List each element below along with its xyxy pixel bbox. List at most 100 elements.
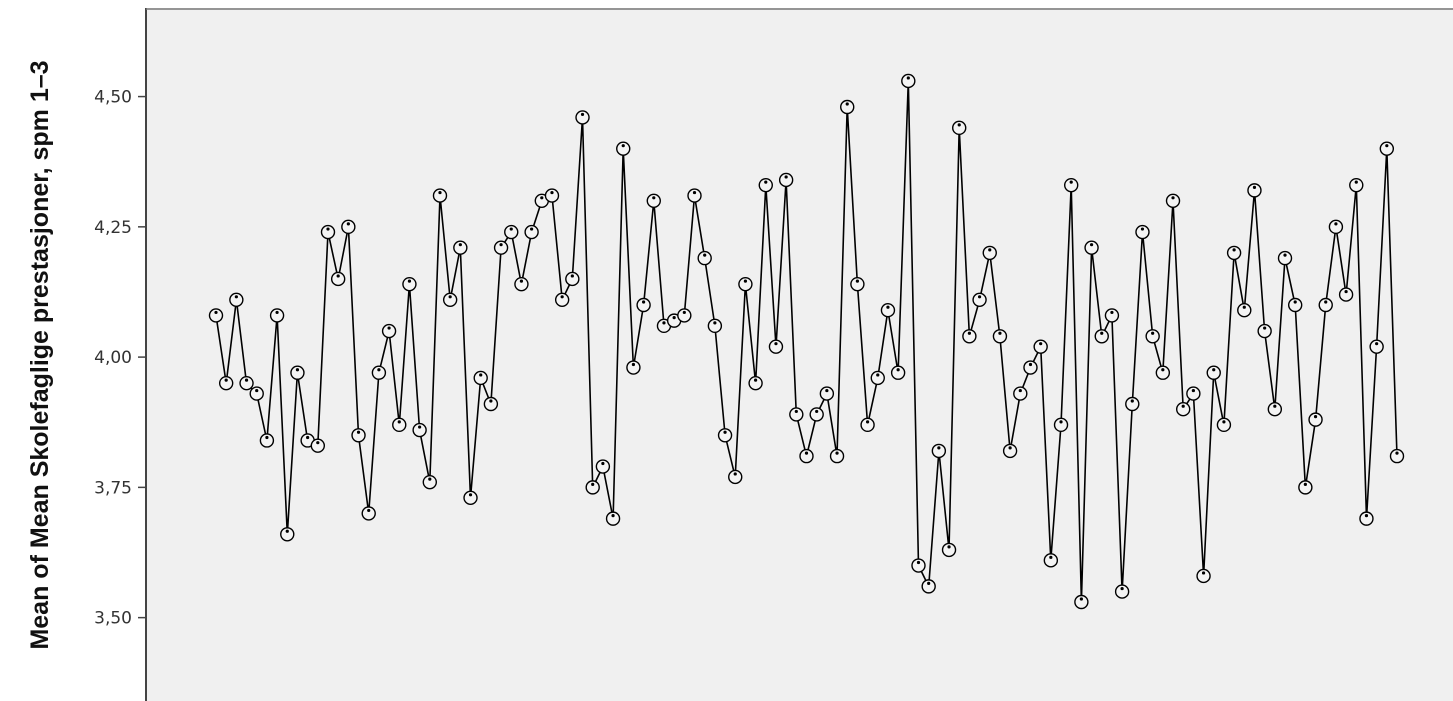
data-point-dot [621, 144, 625, 148]
data-point-dot [1344, 289, 1348, 294]
data-point-marker [677, 308, 692, 323]
data-point-marker [371, 365, 387, 380]
data-point-dot [1293, 300, 1297, 304]
data-point [534, 193, 549, 208]
data-point [554, 292, 570, 307]
data-point [992, 329, 1008, 344]
data-point-dot [316, 441, 320, 445]
data-point-marker [544, 188, 560, 203]
data-point-marker [1277, 250, 1293, 266]
data-point-dot [499, 243, 503, 247]
data-point [778, 172, 794, 188]
data-point-dot [1313, 415, 1318, 419]
data-point-dot [244, 378, 249, 382]
data-point-dot [1201, 571, 1206, 575]
data-point-marker [890, 365, 906, 380]
y-tick-label: 3,50 [94, 609, 132, 629]
data-point-marker [320, 224, 336, 240]
data-point-dot [906, 76, 910, 80]
data-point-marker [840, 99, 855, 115]
data-point-marker [748, 375, 763, 391]
data-point-marker [269, 308, 285, 323]
data-point-marker [707, 318, 723, 334]
data-point [982, 245, 997, 261]
data-point-dot [428, 477, 432, 481]
data-point [1196, 568, 1211, 584]
data-point [890, 365, 906, 380]
data-point-dot [662, 321, 666, 325]
data-point-marker [239, 375, 254, 391]
data-point-dot [458, 243, 462, 247]
data-point-marker [809, 407, 824, 422]
data-point-marker [259, 433, 275, 448]
y-tick-label: 3,75 [94, 478, 132, 498]
data-point [616, 141, 631, 156]
data-point-dot [703, 253, 707, 257]
data-point-dot [560, 295, 564, 299]
data-point-marker [972, 292, 987, 307]
data-point [799, 448, 814, 464]
data-point-dot [1334, 222, 1338, 226]
data-point [870, 370, 885, 386]
data-point-marker [1369, 339, 1384, 354]
data-point-marker [412, 422, 427, 438]
data-point-dot [845, 102, 849, 106]
data-point-dot [642, 300, 646, 304]
data-point-marker [1328, 219, 1344, 235]
data-point [758, 177, 773, 193]
data-point-marker [290, 365, 305, 380]
data-point [1237, 303, 1252, 318]
data-point [901, 73, 916, 89]
data-point [1094, 329, 1109, 344]
data-point-dot [1273, 404, 1277, 408]
data-point-marker [789, 407, 804, 422]
data-point-dot [672, 316, 676, 320]
data-point-marker [504, 224, 519, 240]
data-point [1349, 177, 1364, 193]
series-markers [208, 73, 1405, 610]
data-point-marker [768, 339, 784, 354]
data-point-marker [1298, 480, 1313, 495]
data-point-dot [876, 373, 880, 377]
data-point-dot [1028, 362, 1033, 367]
data-point-marker [697, 250, 712, 266]
data-point-dot [1303, 482, 1307, 486]
data-point [860, 417, 875, 433]
data-point-marker [717, 428, 733, 443]
data-point-marker [1125, 396, 1140, 412]
data-point-marker [565, 271, 580, 287]
data-point-dot [1385, 144, 1389, 148]
data-point-marker [229, 292, 244, 307]
data-point-marker [432, 188, 448, 203]
data-point [941, 542, 957, 558]
data-point [290, 365, 305, 380]
data-point-marker [381, 323, 397, 339]
data-point [483, 396, 499, 412]
data-point-dot [1049, 555, 1053, 559]
data-point-dot [214, 310, 218, 315]
data-point-dot [1079, 597, 1083, 601]
data-point-marker [483, 396, 499, 412]
data-point-dot [295, 368, 300, 372]
data-point [931, 443, 947, 459]
data-point-dot [967, 331, 971, 335]
y-tick-label: 4,00 [94, 348, 132, 368]
data-point-marker [392, 417, 407, 433]
data-point [1318, 297, 1333, 313]
data-point-marker [1216, 417, 1232, 433]
data-point-marker [1237, 303, 1252, 318]
data-point [1043, 553, 1059, 568]
data-point-marker [1389, 448, 1405, 464]
data-point-marker [921, 579, 936, 594]
data-point-dot [1324, 300, 1328, 304]
data-point [738, 276, 753, 292]
data-point-dot [591, 482, 595, 486]
y-tick-label: 4,50 [94, 88, 132, 108]
data-point-dot [733, 472, 737, 476]
data-point-dot [418, 425, 422, 429]
data-point-dot [387, 326, 391, 330]
data-point [646, 193, 661, 208]
data-point-dot [346, 222, 350, 226]
data-point [1145, 329, 1160, 344]
data-point-dot [886, 305, 890, 309]
